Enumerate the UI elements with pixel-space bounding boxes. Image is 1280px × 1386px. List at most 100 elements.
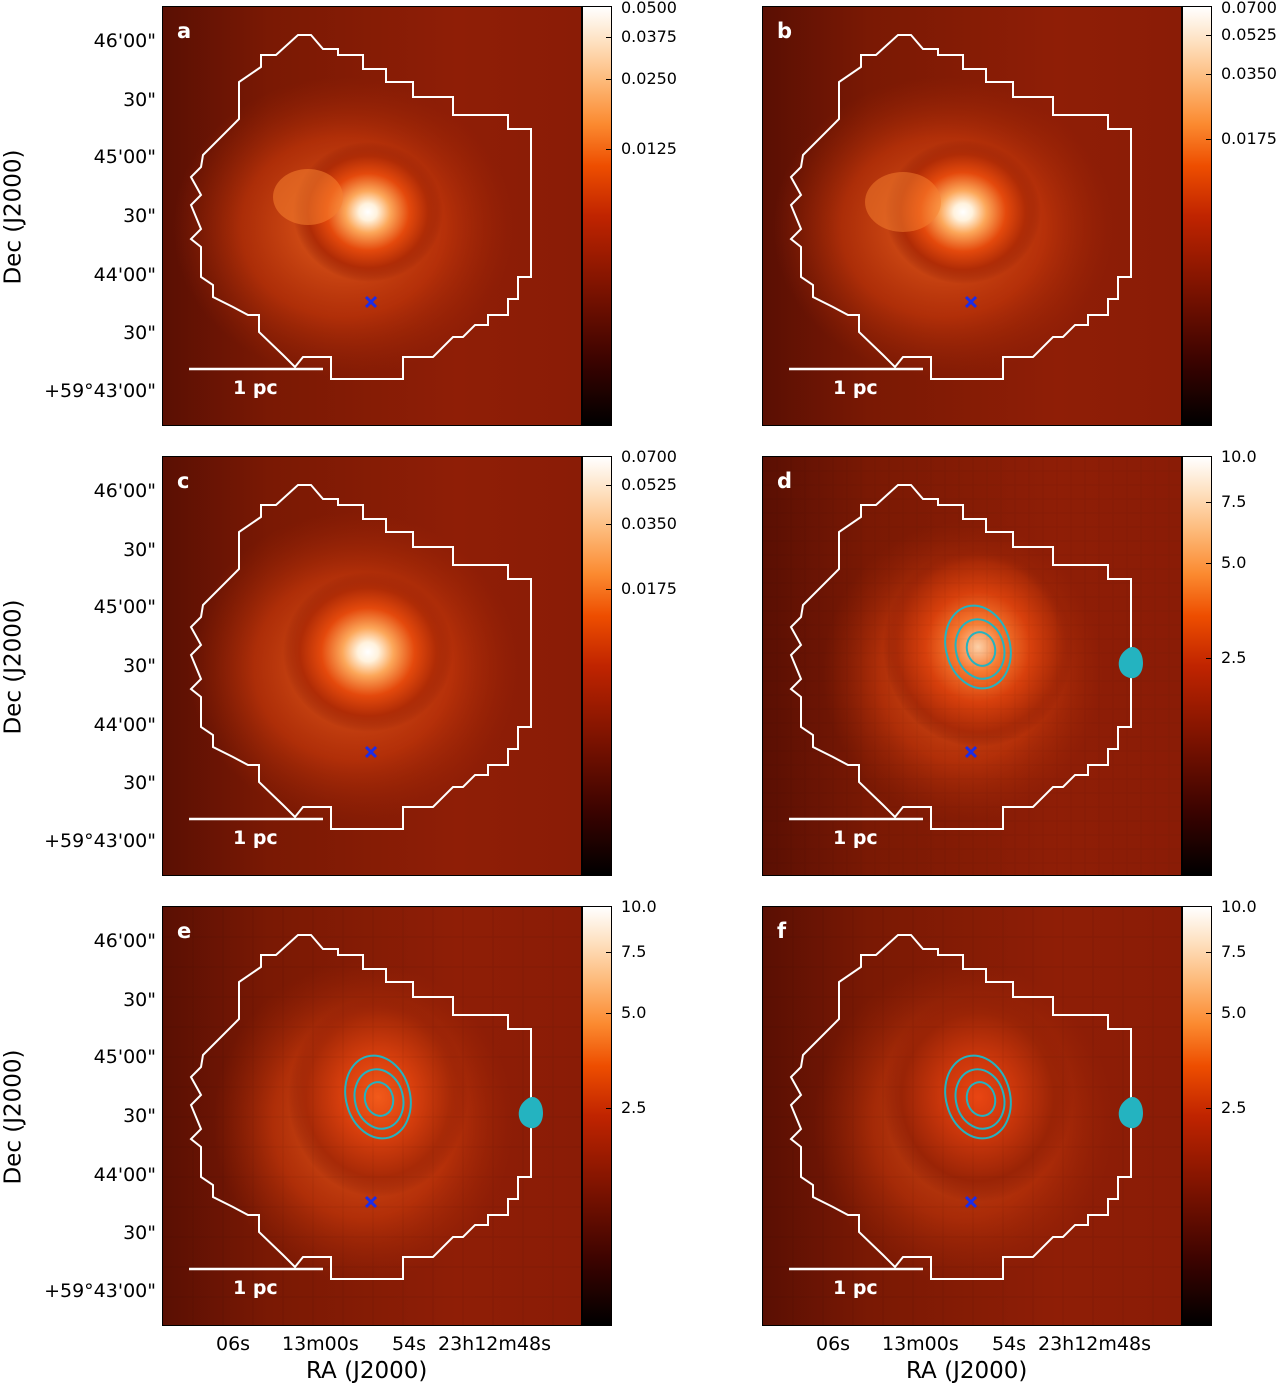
contour-blob: [1118, 1096, 1143, 1129]
contour-blob: [1118, 646, 1143, 679]
panel-label: a: [177, 19, 192, 43]
colorbar-tick-label: 7.5: [621, 942, 647, 961]
ra-tick: 54s: [392, 1333, 427, 1355]
ra-tick: 23h12m48s: [438, 1333, 551, 1355]
contour-outer: [944, 1054, 1012, 1140]
region-outline: [189, 934, 532, 1280]
dec-tick: 45'00": [93, 146, 156, 168]
source-marker: [964, 1195, 978, 1209]
colorbar-f: [1182, 906, 1212, 1326]
contour-mid: [954, 1068, 1006, 1130]
colorbar-tick-label: 0.0375: [621, 27, 677, 46]
panel-label: b: [777, 19, 793, 43]
colorbar-tick-label: 5.0: [1221, 1003, 1247, 1022]
scale-bar-label: 1 pc: [233, 377, 278, 399]
colorbar-b: [1182, 6, 1212, 426]
dec-tick: 45'00": [93, 596, 156, 618]
region-outline: [189, 34, 532, 380]
contour-outer: [944, 604, 1012, 690]
colorbar-a: [582, 6, 612, 426]
ra-tick: 54s: [992, 1333, 1027, 1355]
bright-core: [283, 572, 453, 732]
colorbar-d: [1182, 456, 1212, 876]
pixel-grid: [763, 457, 1181, 875]
colorbar-tick-label: 10.0: [1221, 447, 1257, 466]
panel-label: e: [177, 919, 192, 943]
colorbar-c: [582, 456, 612, 876]
colorbar-tick-label: 10.0: [1221, 897, 1257, 916]
contours: [944, 1054, 1012, 1140]
region-outline: [189, 484, 532, 830]
panel-label: f: [777, 919, 787, 943]
colorbar-tick-label: 2.5: [1221, 648, 1247, 667]
ra-tick: 06s: [816, 1333, 851, 1355]
dec-tick: 45'00": [93, 1046, 156, 1068]
source-marker: [364, 745, 378, 759]
colorbar-tick-label: 5.0: [621, 1003, 647, 1022]
colorbar-tick-label: 0.0175: [1221, 129, 1277, 148]
bright-core: [885, 140, 1041, 284]
dec-tick: 30": [123, 989, 156, 1011]
dec-tick: 44'00": [93, 1164, 156, 1186]
colorbar-tick-label: 2.5: [1221, 1098, 1247, 1117]
panel-c-image: [163, 457, 581, 875]
scale-bar-label: 1 pc: [833, 1277, 878, 1299]
colorbar-tick-label: 0.0350: [1221, 64, 1277, 83]
dec-tick: 46'00": [93, 30, 156, 52]
colorbar-tick-label: 5.0: [1221, 553, 1247, 572]
colorbar-tick-label: 7.5: [1221, 942, 1247, 961]
source-marker: [364, 1195, 378, 1209]
contours: [944, 604, 1012, 690]
panel-label: d: [777, 469, 793, 493]
dec-tick: +59°43'00": [44, 1280, 156, 1302]
dec-tick: 46'00": [93, 480, 156, 502]
panel-d-image: [763, 457, 1181, 875]
colorbar-tick-label: 10.0: [621, 897, 657, 916]
region-outline: [789, 484, 1132, 830]
colorbar-tick-label: 0.0700: [621, 447, 677, 466]
ra-tick: 13m00s: [882, 1333, 959, 1355]
dec-tick: 46'00": [93, 930, 156, 952]
source-marker: [364, 295, 378, 309]
colorbar-e: [582, 906, 612, 1326]
dec-tick: 44'00": [93, 264, 156, 286]
dec-tick: 30": [123, 89, 156, 111]
x-axis-title-right: RA (J2000): [906, 1358, 1028, 1384]
scale-bar-label: 1 pc: [233, 1277, 278, 1299]
dec-tick: 30": [123, 1222, 156, 1244]
colorbar-tick-label: 0.0175: [621, 579, 677, 598]
shell-knot: [273, 169, 343, 225]
source-marker: [964, 745, 978, 759]
panel-c: c 1 pc: [162, 456, 582, 876]
colorbar-tick-label: 2.5: [621, 1098, 647, 1117]
contour-inner: [965, 631, 997, 667]
scale-bar-label: 1 pc: [833, 827, 878, 849]
pixel-grid: [763, 907, 1181, 1325]
region-outline: [789, 934, 1132, 1280]
pixel-grid: [163, 907, 581, 1325]
colorbar-tick-label: 0.0500: [621, 0, 677, 17]
dec-tick: 30": [123, 1105, 156, 1127]
panel-a: a 1 pc: [162, 6, 582, 426]
panel-b: b 1 pc: [762, 6, 1182, 426]
ra-tick: 13m00s: [282, 1333, 359, 1355]
panel-e-image: [163, 907, 581, 1325]
contour-outer: [344, 1054, 412, 1140]
colorbar-tick-label: 0.0350: [621, 514, 677, 533]
region-outline: [789, 34, 1132, 380]
scale-bar-label: 1 pc: [233, 827, 278, 849]
dec-tick: 30": [123, 205, 156, 227]
colorbar-tick-label: 0.0250: [621, 69, 677, 88]
dec-tick: 30": [123, 772, 156, 794]
ra-tick: 06s: [216, 1333, 251, 1355]
contour-blob: [518, 1096, 543, 1129]
panel-f: f 1 pc: [762, 906, 1182, 1326]
dec-tick: 30": [123, 322, 156, 344]
colorbar-tick-label: 0.0525: [1221, 25, 1277, 44]
contour-inner: [965, 1081, 997, 1117]
colorbar-tick-label: 0.0700: [1221, 0, 1277, 17]
panel-d: d 1 pc: [762, 456, 1182, 876]
dec-tick: +59°43'00": [44, 830, 156, 852]
contour-mid: [954, 618, 1006, 680]
contour-inner: [363, 1081, 395, 1117]
